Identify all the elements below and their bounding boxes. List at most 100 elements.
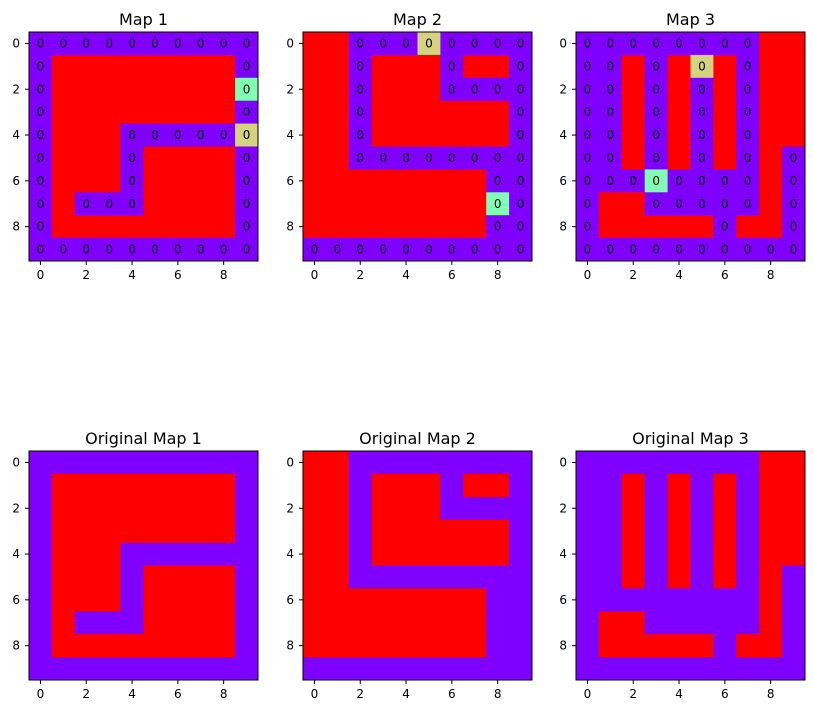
grid-cell xyxy=(713,169,737,193)
grid-cell xyxy=(690,123,714,147)
cell-value-label: 0 xyxy=(790,151,798,165)
grid-cell xyxy=(509,519,533,543)
cell-value-label: 0 xyxy=(607,105,615,119)
grid-cell xyxy=(303,100,327,124)
grid-cell xyxy=(576,519,600,543)
cell-value-label: 0 xyxy=(767,243,775,257)
cell-value-label: 0 xyxy=(607,59,615,73)
grid-cell xyxy=(417,32,441,56)
y-tick-label: 8 xyxy=(286,639,294,653)
grid-cell xyxy=(235,123,259,147)
grid-cell xyxy=(29,542,53,566)
grid-cell xyxy=(713,54,737,79)
grid-cell xyxy=(759,192,783,216)
grid-cell xyxy=(621,123,646,147)
grid-cell xyxy=(394,451,418,475)
grid-cell xyxy=(667,123,691,147)
grid-cell xyxy=(212,611,236,635)
y-tick-label: 6 xyxy=(559,174,567,188)
grid-cell xyxy=(782,542,806,566)
grid-cell xyxy=(644,588,668,612)
grid-cell xyxy=(509,542,533,566)
grid-cell xyxy=(759,519,783,543)
grid-cell xyxy=(690,588,714,612)
grid-cell xyxy=(598,542,623,566)
grid-cell xyxy=(463,565,487,589)
grid-cell xyxy=(394,634,418,658)
grid-cell xyxy=(644,519,668,543)
grid-cell xyxy=(74,634,99,658)
grid-cell xyxy=(120,542,144,566)
panel-title: Original Map 2 xyxy=(359,429,476,448)
grid-cell xyxy=(348,32,373,56)
grid-cell xyxy=(143,100,167,124)
grid-cell xyxy=(713,565,737,589)
grid-cell xyxy=(417,588,441,612)
cell-value-label: 0 xyxy=(790,243,798,257)
grid-cell xyxy=(303,54,327,79)
grid-cell xyxy=(97,588,121,612)
grid-cell xyxy=(371,192,395,216)
grid-cell xyxy=(667,100,691,124)
grid-cell xyxy=(394,588,418,612)
grid-cell xyxy=(189,588,213,612)
cell-value-label: 0 xyxy=(607,36,615,50)
grid-cell xyxy=(621,657,646,681)
grid-cell xyxy=(325,542,350,566)
grid-cell xyxy=(417,169,441,193)
grid-cell xyxy=(166,611,190,635)
grid-cell xyxy=(212,32,236,56)
grid-cell xyxy=(759,542,783,566)
cell-value-label: 0 xyxy=(584,243,592,257)
grid-cell xyxy=(576,77,600,102)
grid-cell xyxy=(235,100,259,124)
grid-cell xyxy=(440,451,464,475)
cell-value-label: 0 xyxy=(243,82,251,96)
grid-cell xyxy=(235,146,259,170)
grid-cell xyxy=(644,77,668,102)
grid-cell xyxy=(394,54,418,79)
grid-cell xyxy=(189,657,213,681)
grid-cell xyxy=(417,611,441,635)
cell-value-label: 0 xyxy=(402,36,410,50)
x-tick-label: 8 xyxy=(220,268,228,282)
grid-cell xyxy=(690,77,714,102)
grid-cell xyxy=(736,215,760,239)
grid-cell xyxy=(371,238,395,262)
cell-value-label: 0 xyxy=(744,82,752,96)
cell-value-label: 0 xyxy=(494,197,502,211)
grid-cell xyxy=(509,496,533,521)
grid-cell xyxy=(143,192,167,216)
y-tick-label: 4 xyxy=(286,128,294,142)
cell-value-label: 0 xyxy=(517,128,525,142)
grid-cell xyxy=(759,611,783,635)
grid-cell xyxy=(782,451,806,475)
grid-cell xyxy=(97,451,121,475)
grid-cell xyxy=(576,169,600,193)
cell-value-label: 0 xyxy=(356,128,364,142)
grid-cell xyxy=(371,123,395,147)
grid-cell xyxy=(29,238,53,262)
grid-cell xyxy=(166,451,190,475)
grid-cell xyxy=(644,146,668,170)
grid-cell xyxy=(166,169,190,193)
grid-cell xyxy=(463,657,487,681)
grid-cell xyxy=(97,496,121,521)
y-tick-label: 0 xyxy=(559,455,567,469)
grid-cell xyxy=(74,542,99,566)
grid-cell xyxy=(189,146,213,170)
grid-cell xyxy=(325,215,350,239)
grid-cell xyxy=(120,238,144,262)
grid-cell xyxy=(486,77,510,102)
grid-cell xyxy=(166,32,190,56)
grid-cell xyxy=(29,496,53,521)
x-tick-label: 0 xyxy=(584,268,592,282)
grid-cell xyxy=(621,192,646,216)
grid-cell xyxy=(74,77,99,102)
x-tick-label: 2 xyxy=(356,268,364,282)
cell-value-label: 0 xyxy=(652,197,660,211)
cell-value-label: 0 xyxy=(744,197,752,211)
grid-cell xyxy=(417,192,441,216)
grid-cell xyxy=(644,192,668,216)
grid-cell xyxy=(509,565,533,589)
